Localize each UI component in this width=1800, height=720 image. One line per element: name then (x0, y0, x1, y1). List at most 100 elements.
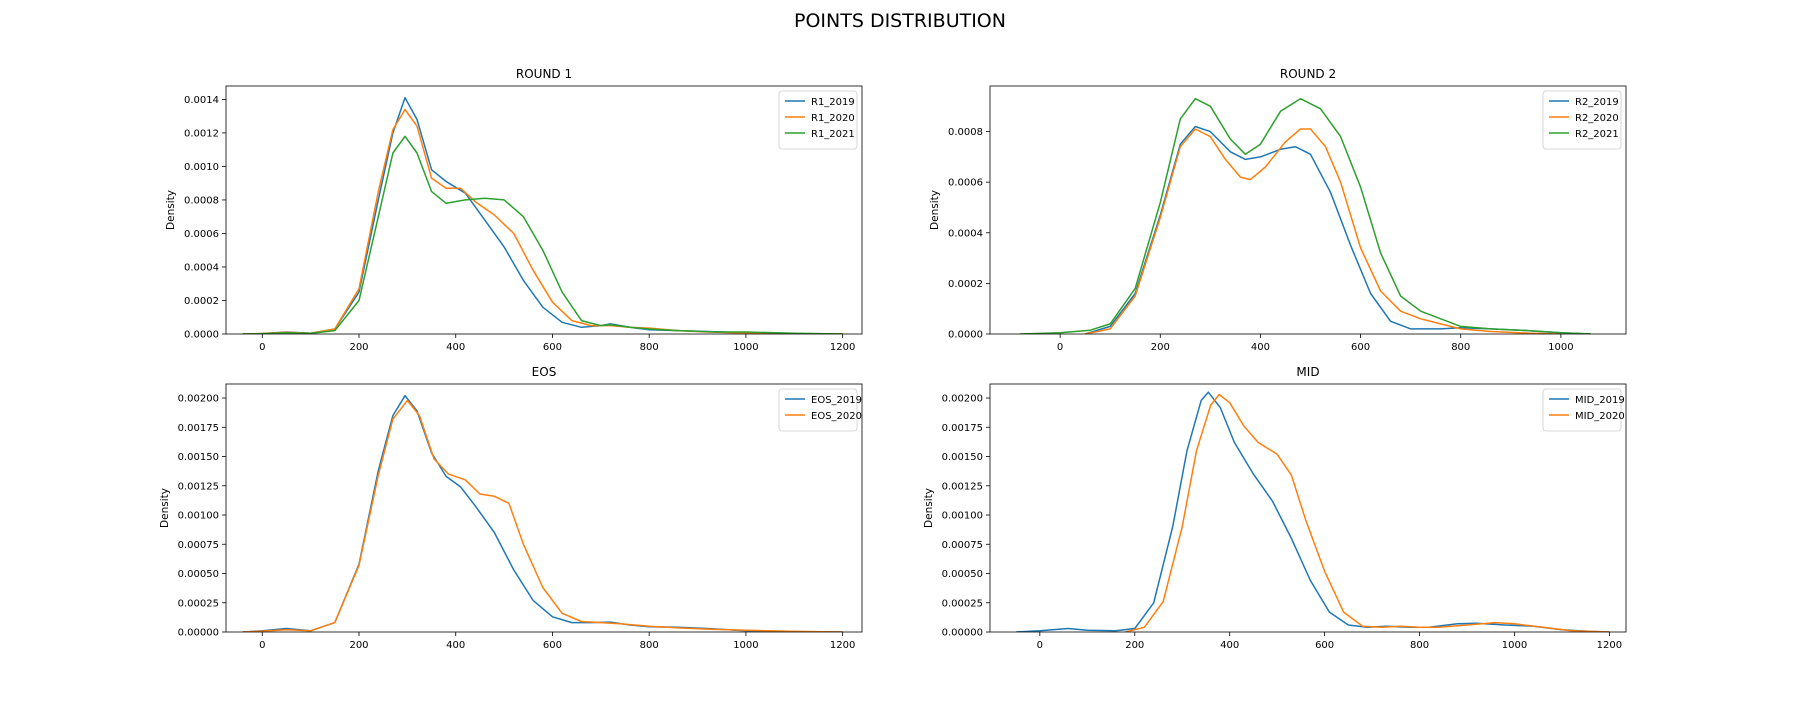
y-tick-label: 0.0006 (184, 229, 219, 240)
chart-round-1: ROUND 1 Density 0 200 400 600 800 1000 1200 0.000… (165, 67, 863, 353)
x-tick-label: 1200 (1597, 640, 1622, 651)
chart-title: MID (1296, 365, 1319, 379)
x-tick-label: 0 (1037, 640, 1043, 651)
y-tick-label: 0.00175 (942, 423, 983, 434)
x-tick-label: 0 (1057, 342, 1063, 353)
series-line-eos-2020 (242, 399, 843, 632)
y-tick-label: 0.00200 (942, 394, 983, 405)
x-tick-label: 200 (349, 640, 368, 651)
chart-title: ROUND 1 (516, 67, 572, 81)
figure-title: POINTS DISTRIBUTION (794, 10, 1006, 32)
legend-label: R2_2019 (1575, 97, 1619, 108)
y-tick-label: 0.00000 (942, 628, 983, 639)
y-tick-label: 0.0008 (184, 195, 219, 206)
x-tick-label: 600 (1315, 640, 1334, 651)
plot-frame (225, 383, 863, 633)
y-tick-label: 0.00175 (178, 423, 219, 434)
legend-label: MID_2020 (1575, 411, 1625, 422)
plot-frame (989, 85, 1627, 335)
y-tick-label: 0.00075 (178, 540, 219, 551)
y-tick-label: 0.00050 (942, 569, 983, 580)
y-tick-label: 0.0012 (184, 128, 219, 139)
y-tick-label: 0.0002 (948, 279, 983, 290)
series-line-r2-2019 (1084, 125, 1591, 334)
legend-label: R1_2020 (811, 113, 855, 124)
x-tick-label: 400 (1220, 640, 1239, 651)
y-tick-label: 0.0004 (184, 262, 219, 273)
x-tick-label: 800 (640, 342, 659, 353)
series-line-eos-2019 (242, 394, 843, 632)
x-tick-label: 1200 (830, 342, 855, 353)
legend-box (778, 90, 858, 150)
series-line-r2-2021 (1019, 97, 1591, 334)
x-tick-label: 400 (446, 640, 465, 651)
plot-frame (225, 85, 863, 335)
legend-box (1542, 90, 1622, 150)
y-tick-label: 0.0010 (184, 162, 219, 173)
y-tick-label: 0.00100 (942, 511, 983, 522)
y-tick-label: 0.0000 (948, 330, 983, 341)
chart-mid: MID Density 0 200 400 600 800 1000 1200 0.00000 0.… (923, 365, 1627, 651)
x-tick-label: 200 (1125, 640, 1144, 651)
y-tick-label: 0.00025 (942, 598, 983, 609)
y-tick-label: 0.0008 (948, 127, 983, 138)
legend-label: R1_2019 (811, 97, 855, 108)
legend: MID_2019 MID_2020 (1542, 388, 1625, 432)
legend-label: EOS_2020 (811, 411, 862, 422)
y-tick-label: 0.0014 (184, 95, 219, 106)
chart-title: ROUND 2 (1280, 67, 1336, 81)
x-tick-label: 800 (1410, 640, 1429, 651)
x-tick-label: 0 (259, 342, 265, 353)
legend: R1_2019 R1_2020 R1_2021 (778, 90, 858, 150)
x-tick-label: 800 (1451, 342, 1470, 353)
x-tick-label: 400 (1251, 342, 1270, 353)
legend-label: R2_2021 (1575, 129, 1619, 140)
y-tick-label: 0.00125 (178, 481, 219, 492)
x-tick-label: 1200 (830, 640, 855, 651)
x-tick-label: 1000 (733, 640, 758, 651)
y-axis-label: Density (929, 190, 941, 230)
x-tick-label: 1000 (1548, 342, 1573, 353)
y-tick-label: 0.00075 (942, 540, 983, 551)
series-line-r1-2020 (242, 108, 843, 334)
y-axis-label: Density (159, 488, 171, 528)
series-line-r1-2019 (242, 96, 843, 334)
x-tick-label: 200 (349, 342, 368, 353)
chart-title: EOS (532, 365, 557, 379)
y-axis-label: Density (923, 488, 935, 528)
series-line-mid-2020 (1125, 393, 1610, 632)
y-tick-label: 0.0006 (948, 178, 983, 189)
series-line-r2-2020 (1084, 128, 1561, 334)
plot-frame (989, 383, 1627, 633)
y-tick-label: 0.0002 (184, 296, 219, 307)
y-axis-label: Density (165, 190, 177, 230)
x-tick-label: 1000 (1502, 640, 1527, 651)
y-tick-label: 0.00000 (178, 628, 219, 639)
x-tick-label: 600 (1351, 342, 1370, 353)
y-tick-label: 0.00100 (178, 511, 219, 522)
y-tick-label: 0.00200 (178, 394, 219, 405)
y-tick-label: 0.00025 (178, 598, 219, 609)
legend-label: MID_2019 (1575, 395, 1625, 406)
y-tick-label: 0.00125 (942, 481, 983, 492)
x-tick-label: 600 (543, 342, 562, 353)
y-tick-label: 0.00150 (178, 452, 219, 463)
y-tick-label: 0.0004 (948, 228, 983, 239)
x-tick-label: 1000 (733, 342, 758, 353)
x-tick-label: 200 (1151, 342, 1170, 353)
x-tick-label: 600 (543, 640, 562, 651)
legend: EOS_2019 EOS_2020 (778, 388, 862, 432)
legend-label: R1_2021 (811, 129, 855, 140)
legend-label: EOS_2019 (811, 395, 862, 406)
y-tick-label: 0.00150 (942, 452, 983, 463)
series-line-mid-2019 (1016, 391, 1610, 632)
x-tick-label: 400 (446, 342, 465, 353)
y-tick-label: 0.0000 (184, 330, 219, 341)
chart-eos: EOS Density 0 200 400 600 800 1000 1200 0.00000 0.… (159, 365, 863, 651)
chart-round-2: ROUND 2 Density 0 200 400 600 800 1000 0.0000 0.0… (929, 67, 1627, 353)
legend-label: R2_2020 (1575, 113, 1619, 124)
y-tick-label: 0.00050 (178, 569, 219, 580)
series-line-r1-2021 (242, 135, 843, 334)
x-tick-label: 800 (640, 640, 659, 651)
